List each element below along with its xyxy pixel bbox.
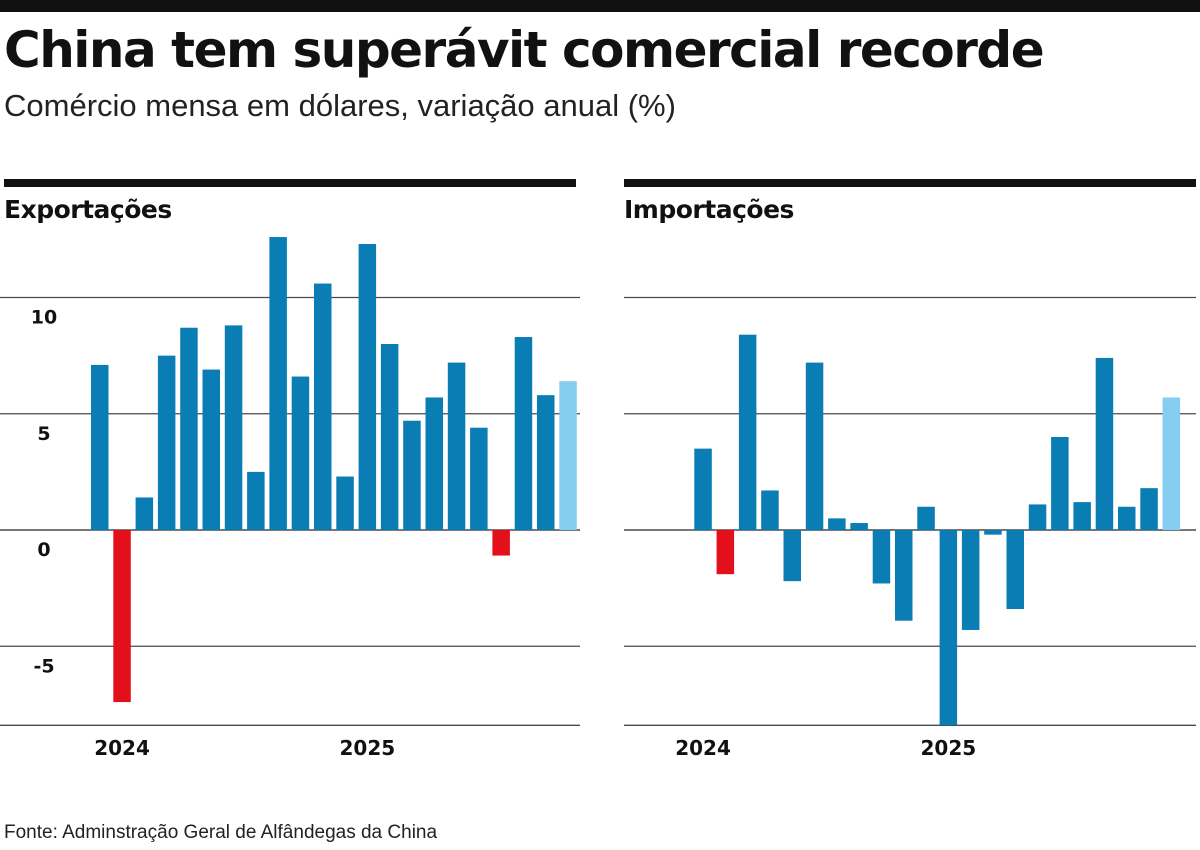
source-note: Fonte: Adminstração Geral de Alfândegas …	[4, 822, 438, 843]
exports-bar	[559, 381, 577, 530]
imports-chart: 2024 2025	[624, 296, 1196, 760]
imports-bar	[783, 530, 801, 582]
imports-bar	[872, 530, 891, 584]
imports-bar	[738, 334, 757, 530]
imports-panel-title: Importações	[624, 195, 794, 224]
exports-bar	[537, 395, 555, 530]
exports-bar	[336, 476, 354, 530]
imports-bar	[694, 448, 712, 530]
exports-bar	[470, 427, 488, 530]
imports-year-label: 2025	[921, 736, 977, 760]
exports-panel-rule	[4, 179, 576, 187]
exports-chart: 10 5 0 -5 2024 2025	[0, 237, 580, 760]
imports-year-label: 2024	[675, 736, 731, 760]
imports-bar	[716, 530, 735, 575]
imports-bars	[694, 334, 1181, 726]
exports-bar	[514, 337, 533, 530]
exports-bar	[291, 376, 310, 530]
exports-bar	[425, 397, 443, 530]
exports-ytick-label: 0	[37, 539, 50, 561]
exports-bar	[180, 327, 198, 530]
exports-bar	[157, 355, 176, 530]
exports-ytick-label: -5	[33, 655, 54, 677]
imports-bar	[1073, 502, 1091, 530]
imports-bar	[1095, 357, 1114, 530]
exports-bar	[358, 244, 377, 530]
imports-bar	[850, 523, 868, 530]
imports-labels: 2024 2025	[675, 736, 976, 760]
chart-subtitle: Comércio mensa em dólares, variação anua…	[4, 88, 676, 123]
imports-bar	[984, 530, 1002, 535]
exports-bar	[403, 420, 421, 530]
imports-bar	[1118, 506, 1136, 530]
exports-panel-title: Exportações	[4, 195, 172, 224]
exports-year-label: 2024	[94, 736, 150, 760]
exports-bar	[269, 237, 287, 531]
exports-bar	[135, 497, 154, 530]
exports-bar	[202, 369, 220, 530]
exports-bar	[224, 325, 243, 530]
imports-bar	[1140, 488, 1158, 530]
imports-bar	[1051, 437, 1069, 530]
imports-bar	[761, 490, 779, 530]
imports-bar	[828, 518, 846, 530]
exports-bar	[91, 364, 109, 530]
exports-year-label: 2025	[340, 736, 396, 760]
imports-bar	[961, 530, 980, 630]
top-rule	[0, 0, 1200, 12]
exports-ytick-label: 5	[37, 423, 50, 445]
imports-bar	[1006, 530, 1024, 610]
imports-bar	[1028, 504, 1047, 530]
exports-labels: 10 5 0 -5 2024 2025	[31, 307, 395, 761]
imports-bar	[895, 530, 913, 621]
chart-title: China tem superávit comercial recorde	[4, 21, 1045, 79]
exports-bar	[447, 362, 466, 530]
imports-panel-rule	[624, 179, 1196, 187]
imports-bar	[805, 362, 824, 530]
imports-bar	[1162, 397, 1181, 530]
exports-bar	[113, 530, 131, 703]
exports-bar	[314, 283, 332, 530]
imports-bar	[939, 530, 958, 726]
exports-ytick-label: 10	[31, 307, 57, 329]
exports-bar	[247, 471, 265, 530]
exports-gridlines	[0, 296, 580, 726]
imports-bar	[917, 506, 935, 530]
exports-bar	[492, 530, 510, 556]
exports-bars	[91, 237, 577, 703]
exports-bar	[380, 344, 399, 530]
